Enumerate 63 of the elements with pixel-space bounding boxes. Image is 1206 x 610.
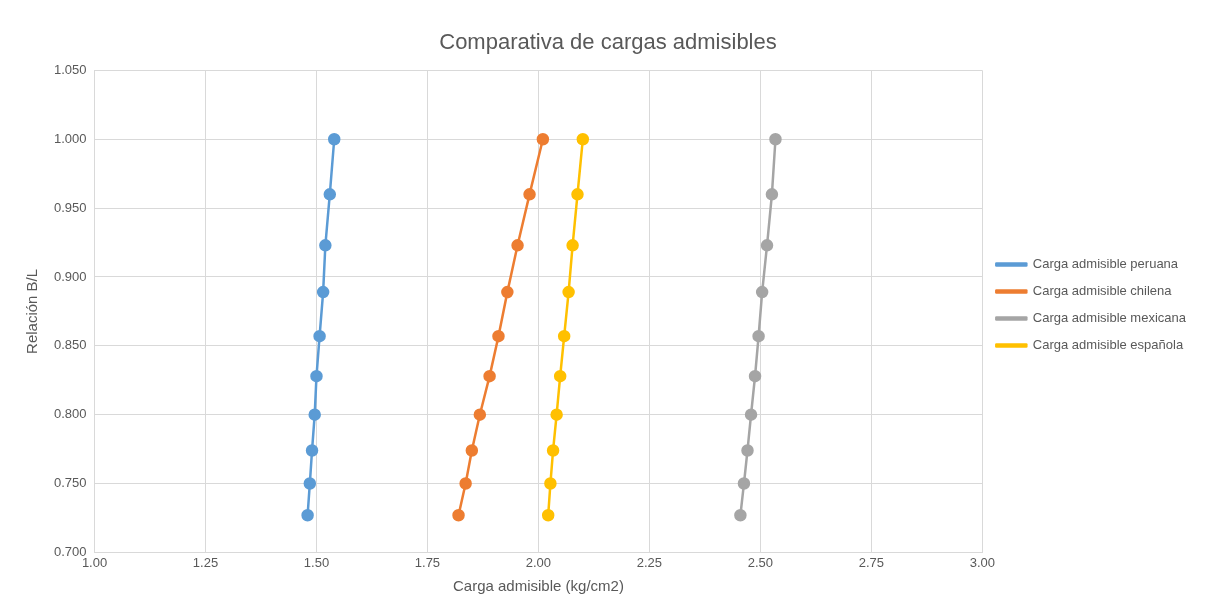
point [316, 285, 330, 299]
x-tick-label: 2.00 [525, 554, 552, 570]
point [452, 508, 465, 522]
legend-label: Carga admisible chilena [1032, 283, 1173, 299]
point [541, 508, 555, 522]
point [323, 188, 337, 201]
point [483, 369, 496, 383]
x-tick-label: 1.25 [192, 554, 219, 570]
legend-label: Carga admisible peruana [1032, 256, 1179, 272]
point [459, 477, 472, 490]
x-tick-label: 1.75 [414, 554, 441, 570]
point [501, 285, 514, 299]
x-tick-label: 2.25 [636, 554, 663, 570]
x-tick-label: 1.50 [303, 554, 330, 570]
point [319, 239, 332, 252]
y-tick-label: 0.800 [53, 406, 87, 422]
point [303, 477, 317, 490]
point [566, 239, 579, 252]
point [744, 408, 758, 421]
point [308, 408, 321, 421]
point [473, 408, 487, 421]
point [546, 444, 560, 457]
point [553, 369, 567, 383]
point [550, 408, 563, 421]
point [769, 133, 782, 146]
point [576, 133, 590, 146]
point [734, 508, 747, 522]
x-tick-label: 2.75 [858, 554, 884, 570]
point [465, 444, 479, 457]
point [760, 239, 774, 252]
chart-title: Comparativa de cargas admisibles [439, 29, 777, 55]
point [492, 329, 505, 343]
point [562, 285, 575, 299]
x-axis-title: Carga admisible (kg/cm2) [452, 577, 624, 595]
point [571, 188, 584, 201]
y-tick-label: 0.950 [53, 199, 87, 215]
point [748, 369, 762, 383]
y-tick-label: 0.700 [53, 543, 87, 559]
point [313, 329, 326, 343]
point [741, 444, 754, 457]
point [327, 133, 341, 146]
y-tick-label: 0.750 [53, 475, 87, 491]
point [544, 477, 557, 490]
x-tick-label: 2.50 [747, 554, 774, 570]
legend-label: Carga admisible española [1032, 337, 1184, 353]
point [511, 239, 524, 252]
point [752, 329, 765, 343]
y-axis-title: Relación B/L [23, 268, 41, 354]
point [737, 477, 751, 490]
point [310, 369, 323, 383]
point [755, 285, 769, 299]
point [536, 133, 550, 146]
legend-label: Carga admisible mexicana [1032, 310, 1187, 326]
y-tick-label: 0.850 [53, 337, 87, 353]
y-tick-label: 1.050 [53, 61, 87, 77]
point [765, 188, 779, 201]
point [523, 188, 536, 201]
point [305, 444, 319, 457]
y-tick-label: 1.000 [53, 130, 87, 146]
y-tick-label: 0.900 [53, 268, 87, 284]
point [301, 508, 314, 522]
x-tick-label: 3.00 [969, 554, 995, 570]
point [557, 329, 571, 343]
